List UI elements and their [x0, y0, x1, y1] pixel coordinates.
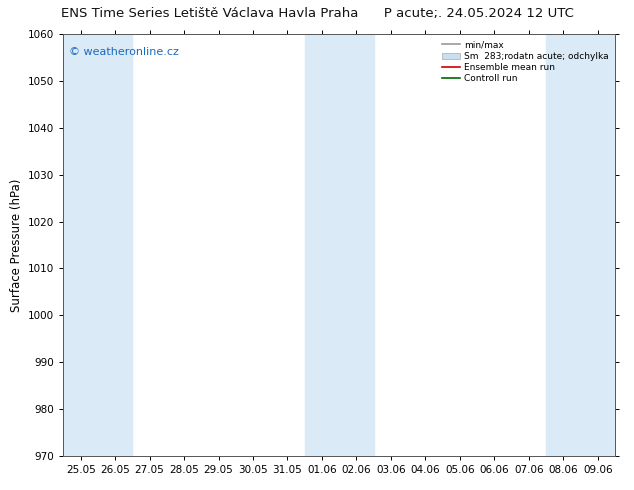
Text: © weatheronline.cz: © weatheronline.cz	[69, 47, 179, 57]
Bar	[305, 34, 373, 456]
Y-axis label: Surface Pressure (hPa): Surface Pressure (hPa)	[10, 178, 23, 312]
Text: ENS Time Series Letiště Václava Havla Praha      P acute;. 24.05.2024 12 UTC: ENS Time Series Letiště Václava Havla Pr…	[61, 7, 573, 21]
Bar	[63, 34, 133, 456]
Legend: min/max, Sm  283;rodatn acute; odchylka, Ensemble mean run, Controll run: min/max, Sm 283;rodatn acute; odchylka, …	[441, 39, 611, 85]
Bar	[546, 34, 615, 456]
